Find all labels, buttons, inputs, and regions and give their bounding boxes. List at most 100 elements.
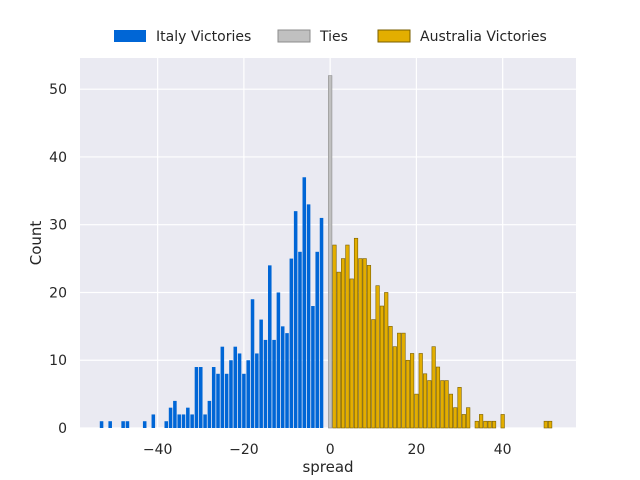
bar-italy-victories [246, 360, 250, 428]
bar-australia-victories [392, 346, 397, 429]
bar-italy-victories [289, 258, 294, 428]
bar-australia-victories [410, 353, 415, 429]
legend-swatch [377, 29, 411, 43]
bar-italy-victories [280, 326, 285, 428]
bar-australia-victories [379, 305, 384, 429]
bar-italy-victories [164, 421, 169, 428]
bar-australia-victories [332, 244, 337, 429]
bar-australia-victories [466, 407, 471, 429]
bar-australia-victories [401, 332, 406, 429]
plot-background [80, 58, 576, 428]
x-tick-label: −40 [143, 442, 173, 458]
bar-italy-victories [108, 421, 112, 428]
bar-australia-victories [487, 420, 492, 429]
x-tick-labels: −40 −20 0 20 40 [143, 442, 512, 458]
y-tick-label: 0 [58, 421, 67, 437]
y-tick-label: 30 [49, 218, 67, 234]
x-tick-label: 20 [408, 442, 426, 458]
bar-australia-victories [345, 244, 350, 429]
bar-italy-victories [211, 367, 216, 428]
x-axis-label: spread [302, 458, 353, 476]
bar-australia-victories [474, 420, 479, 429]
bar-australia-victories [453, 407, 458, 429]
bar-italy-victories [302, 177, 307, 428]
bar-australia-victories [483, 420, 488, 429]
bar-australia-victories [444, 380, 449, 429]
legend: Italy Victories Ties Australia Victories [114, 29, 547, 45]
bar-italy-victories [151, 414, 156, 428]
bar-italy-victories [99, 421, 104, 428]
bar-italy-victories [306, 204, 311, 428]
bar-italy-victories [233, 346, 238, 428]
bar-australia-victories [500, 414, 505, 429]
bar-australia-victories [422, 373, 428, 429]
bar-italy-victories [259, 319, 263, 428]
bar-italy-victories [319, 217, 324, 428]
bar-australia-victories [414, 393, 419, 429]
bar-australia-victories [371, 319, 376, 429]
bar-australia-victories [366, 265, 372, 429]
bar-italy-victories [125, 421, 130, 428]
bar-australia-victories [479, 414, 484, 429]
y-tick-label: 10 [49, 353, 67, 369]
bar-italy-victories [216, 373, 220, 428]
bar-italy-victories [181, 414, 186, 428]
y-axis-label: Count [27, 221, 45, 266]
bar-italy-victories [272, 339, 276, 428]
bar-italy-victories [186, 407, 190, 428]
legend-label: Australia Victories [420, 29, 547, 45]
bar-australia-victories [384, 292, 389, 429]
bar-australia-victories [427, 380, 432, 429]
legend-label: Ties [319, 29, 348, 45]
y-tick-label: 40 [49, 150, 67, 166]
bar-italy-victories [220, 346, 225, 428]
bar-italy-victories [242, 373, 246, 428]
bar-italy-victories [237, 353, 242, 428]
bar-italy-victories [276, 292, 281, 428]
bar-australia-victories [418, 353, 423, 429]
y-tick-label: 50 [49, 82, 67, 98]
bar-italy-victories [121, 421, 125, 428]
bar-australia-victories [405, 359, 410, 429]
bar-australia-victories [440, 380, 445, 429]
bar-italy-victories [285, 333, 289, 428]
bar-australia-victories [431, 346, 436, 429]
bar-italy-victories [190, 414, 194, 428]
bar-australia-victories [362, 258, 367, 429]
bar-australia-victories [341, 258, 346, 429]
bar-australia-victories [349, 278, 354, 429]
y-tick-labels: 0 10 20 30 40 50 [49, 82, 67, 437]
bar-italy-victories [298, 251, 302, 428]
x-tick-label: 0 [326, 442, 335, 458]
bar-italy-victories [229, 360, 233, 428]
bar-australia-victories [491, 420, 497, 429]
bar-italy-victories [255, 353, 259, 428]
bar-italy-victories [224, 373, 229, 428]
bar-ties [328, 75, 333, 429]
bar-italy-victories [142, 421, 147, 428]
bar-italy-victories [250, 299, 255, 428]
bar-italy-victories [203, 414, 207, 428]
bar-australia-victories [353, 237, 359, 429]
bar-italy-victories [207, 400, 212, 428]
x-tick-label: 40 [494, 442, 512, 458]
bar-italy-victories [173, 400, 177, 428]
legend-swatch [114, 30, 146, 42]
bar-australia-victories [336, 271, 341, 429]
x-tick-label: −20 [229, 442, 259, 458]
bar-italy-victories [263, 339, 268, 428]
bar-italy-victories [315, 251, 319, 428]
bar-italy-victories [293, 211, 298, 428]
bar-australia-victories [375, 285, 380, 429]
bar-australia-victories [448, 393, 453, 429]
bar-italy-victories [311, 306, 315, 428]
bar-australia-victories [358, 258, 363, 429]
bar-australia-victories [543, 420, 548, 429]
bar-italy-victories [168, 407, 173, 428]
y-tick-label: 20 [49, 285, 67, 301]
bar-italy-victories [194, 367, 199, 428]
bar-australia-victories [461, 414, 466, 429]
bar-australia-victories [435, 366, 441, 429]
bar-italy-victories [268, 265, 272, 428]
